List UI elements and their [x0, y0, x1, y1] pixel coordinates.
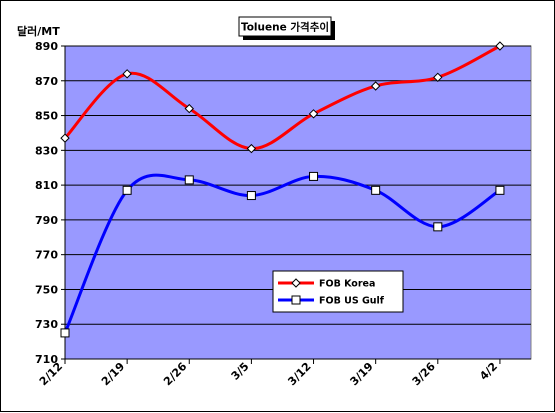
x-tick-label: 2/26: [161, 360, 190, 389]
legend: FOB Korea FOB US Gulf: [272, 270, 404, 313]
y-tick-labels: 710 730 750 770 790 810 830 850 870 890: [35, 40, 58, 366]
grid-lines: [65, 45, 531, 325]
y-tick-label: 730: [35, 318, 58, 331]
data-point-fob-korea: [495, 41, 505, 51]
y-tick-label: 830: [35, 144, 58, 157]
x-tick-labels: 2/12 2/19 2/26 3/5 3/12 3/19 3/26 4/2: [37, 360, 500, 389]
chart-title-box: Toluene 가격추이: [238, 16, 335, 40]
y-tick-label: 790: [35, 214, 58, 227]
y-tick-label: 750: [35, 283, 58, 296]
series-layer: [60, 41, 505, 338]
legend-label-fob-korea: FOB Korea: [319, 279, 375, 290]
data-point-fob-korea: [433, 72, 443, 83]
y-tick-label: 810: [35, 179, 58, 192]
y-tick-label: 770: [35, 249, 58, 262]
data-point-fob-us-gulf: [122, 185, 132, 195]
x-tick-label: 3/5: [229, 360, 252, 383]
x-tick-label: 3/12: [285, 360, 313, 388]
axes: [61, 45, 531, 364]
x-tick-label: 4/2: [477, 360, 500, 383]
chart-title: Toluene 가격추이: [241, 21, 329, 34]
data-point-fob-us-gulf: [371, 185, 381, 195]
data-point-fob-us-gulf: [309, 171, 319, 181]
data-point-fob-us-gulf: [184, 175, 194, 185]
x-tick-label: 2/19: [99, 360, 127, 388]
legend-box: [272, 270, 404, 313]
data-point-fob-us-gulf: [433, 222, 443, 232]
x-tick-label: 3/26: [410, 360, 439, 389]
data-point-fob-us-gulf: [60, 328, 70, 338]
data-point-fob-korea: [370, 81, 381, 91]
data-point-fob-us-gulf: [495, 185, 505, 195]
y-axis-unit: 달러/MT: [17, 24, 60, 38]
data-point-fob-korea: [308, 109, 319, 119]
data-point-fob-korea: [60, 133, 70, 143]
data-point-fob-korea: [184, 103, 194, 114]
data-point-fob-korea: [122, 69, 132, 79]
legend-marker-fob-us-gulf: [291, 295, 301, 305]
data-point-fob-korea: [246, 143, 257, 154]
x-tick-label: 3/19: [348, 360, 376, 388]
y-tick-label: 850: [35, 110, 58, 123]
legend-label-fob-us-gulf: FOB US Gulf: [319, 296, 385, 307]
legend-marker-fob-korea: [291, 278, 301, 288]
title-background: [238, 16, 332, 37]
y-tick-label: 710: [35, 353, 58, 366]
y-tick-label: 890: [35, 40, 58, 53]
data-point-fob-us-gulf: [246, 191, 256, 201]
y-tick-label: 870: [35, 75, 58, 88]
